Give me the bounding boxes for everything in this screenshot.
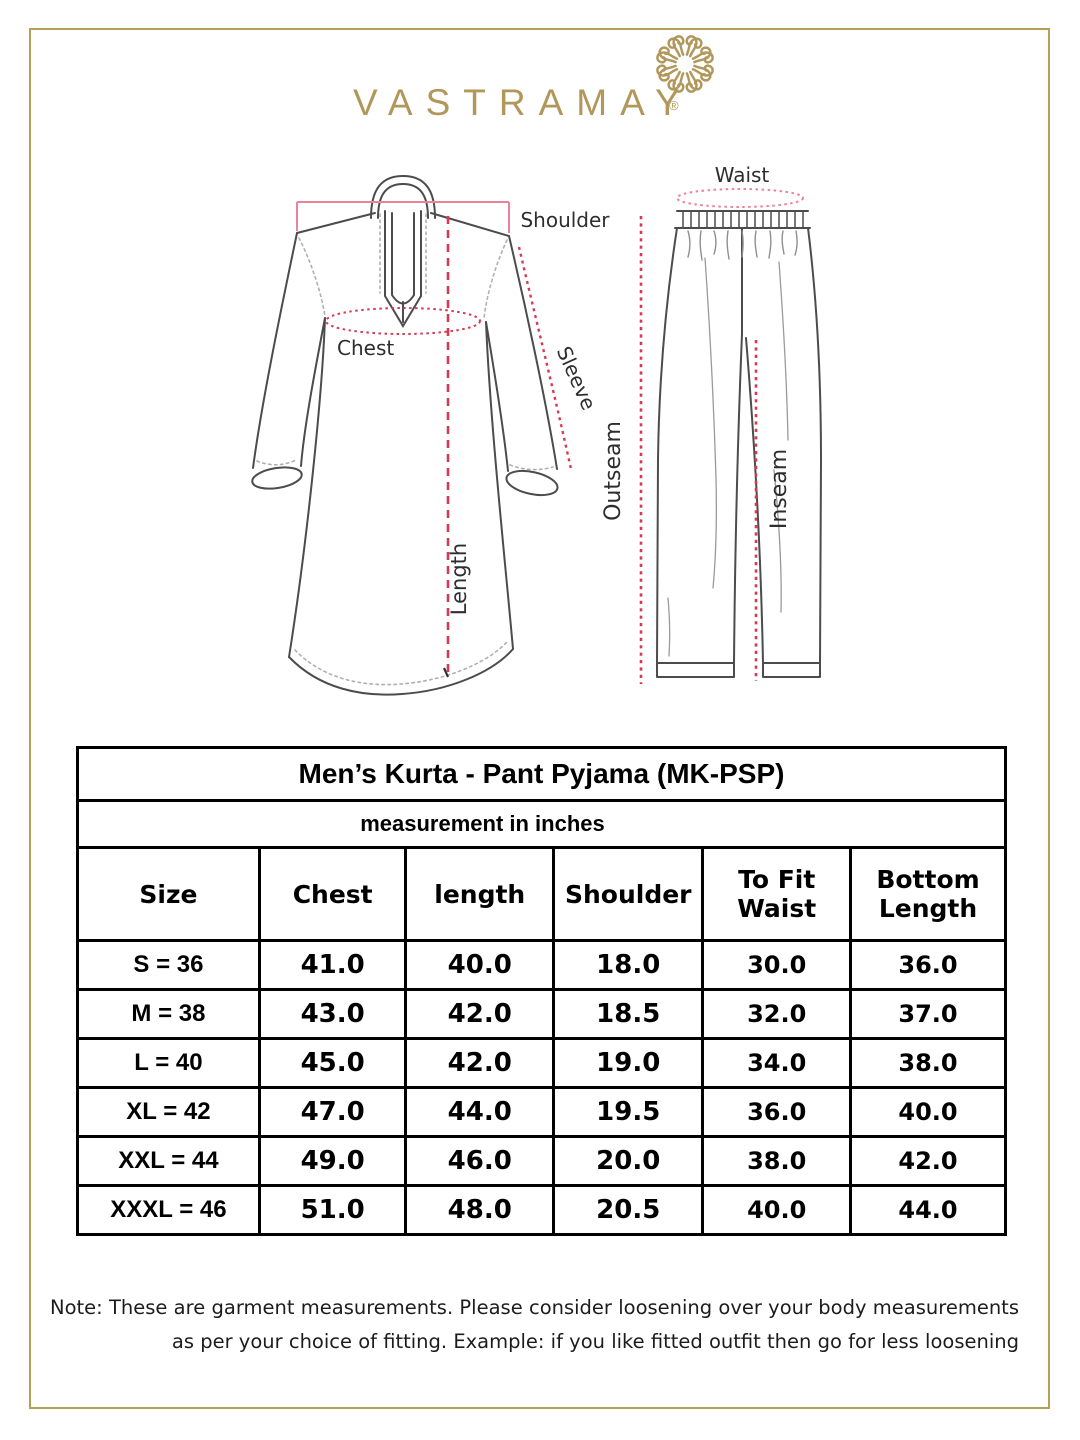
shoulder-value: 20.0 xyxy=(552,1135,705,1187)
pyjama-labels: Waist Outseam Inseam xyxy=(601,163,792,529)
bottom-length-value: 38.0 xyxy=(848,1037,1008,1089)
col-header-length: length xyxy=(404,846,556,942)
table-row-s: S = 36 41.0 40.0 18.0 30.0 36.0 xyxy=(76,939,1008,991)
pyjama-drawing xyxy=(656,210,823,678)
brand-logo-text: VASTRAMAY xyxy=(353,82,693,123)
bottom-length-value: 40.0 xyxy=(848,1086,1008,1138)
to-fit-waist-value: 34.0 xyxy=(701,1037,852,1089)
to-fit-waist-value: 36.0 xyxy=(701,1086,852,1138)
chest-label: Chest xyxy=(337,336,394,360)
chest-value: 47.0 xyxy=(257,1086,408,1138)
chart-subtitle: measurement in inches xyxy=(360,811,605,836)
kurta-labels: Shoulder Chest Sleeve Length xyxy=(337,208,610,615)
pyjama-wrinkle-lines xyxy=(667,257,789,657)
pyjama-gather-lines xyxy=(687,230,798,261)
shoulder-value: 18.5 xyxy=(552,988,705,1040)
garment-measurement-note: Note: These are garment measurements. Pl… xyxy=(50,1296,1019,1354)
col-header-chest: Chest xyxy=(257,846,408,942)
chest-value: 43.0 xyxy=(257,988,408,1040)
note-line-1: Note: These are garment measurements. Pl… xyxy=(50,1296,1019,1319)
kurta-drawing xyxy=(251,174,559,696)
bottom-length-value: 44.0 xyxy=(848,1184,1008,1236)
to-fit-waist-value: 40.0 xyxy=(701,1184,852,1236)
shoulder-value: 18.0 xyxy=(552,939,705,991)
garment-measurement-diagram: Shoulder Chest Sleeve Length Waist xyxy=(251,163,823,696)
to-fit-waist-value: 32.0 xyxy=(701,988,852,1040)
bottom-length-value: 36.0 xyxy=(848,939,1008,991)
kurta-stitch-dotted-lines xyxy=(256,213,554,686)
size-value: XXL = 44 xyxy=(76,1135,261,1187)
header-row: Size Chest length Shoulder To Fit Waist … xyxy=(76,846,1008,942)
to-fit-waist-value: 38.0 xyxy=(701,1135,852,1187)
registered-trademark-symbol: ® xyxy=(669,98,679,113)
table-row-l: L = 40 45.0 42.0 19.0 34.0 38.0 xyxy=(76,1037,1008,1089)
col-header-bottom-length: Bottom Length xyxy=(848,846,1008,942)
chart-title: Men’s Kurta - Pant Pyjama (MK-PSP) xyxy=(76,746,1007,802)
kurta-measure-lines xyxy=(296,201,573,678)
length-label: Length xyxy=(447,543,471,615)
size-chart-table-wrap: Men’s Kurta - Pant Pyjama (MK-PSP) measu… xyxy=(76,746,1008,1236)
chest-value: 45.0 xyxy=(257,1037,408,1089)
table-row-xl: XL = 42 47.0 44.0 19.5 36.0 40.0 xyxy=(76,1086,1008,1138)
table-row-xxxl: XXXL = 46 51.0 48.0 20.5 40.0 44.0 xyxy=(76,1184,1008,1236)
col-header-shoulder: Shoulder xyxy=(552,846,705,942)
table-row-m: M = 38 43.0 42.0 18.5 32.0 37.0 xyxy=(76,988,1008,1040)
col-header-to-fit-waist: To Fit Waist xyxy=(701,846,852,942)
size-chart-table: Men’s Kurta - Pant Pyjama (MK-PSP) measu… xyxy=(76,746,1008,1236)
outseam-label: Outseam xyxy=(601,421,626,521)
shoulder-value: 19.0 xyxy=(552,1037,705,1089)
chest-value: 41.0 xyxy=(257,939,408,991)
waist-label: Waist xyxy=(715,163,770,187)
length-value: 46.0 xyxy=(404,1135,556,1187)
to-fit-waist-value: 30.0 xyxy=(701,939,852,991)
shoulder-value: 20.5 xyxy=(552,1184,705,1236)
length-value: 44.0 xyxy=(404,1086,556,1138)
shoulder-label: Shoulder xyxy=(520,208,610,232)
inseam-label: Inseam xyxy=(767,449,792,529)
brand-ornament-icon xyxy=(654,34,716,94)
size-value: XL = 42 xyxy=(76,1086,261,1138)
col-header-size: Size xyxy=(76,846,261,942)
length-value: 42.0 xyxy=(404,988,556,1040)
size-value: XXXL = 46 xyxy=(76,1184,261,1236)
pyjama-measure-lines xyxy=(639,188,804,684)
size-value: L = 40 xyxy=(76,1037,261,1089)
chest-value: 49.0 xyxy=(257,1135,408,1187)
length-value: 42.0 xyxy=(404,1037,556,1089)
table-row-xxl: XXL = 44 49.0 46.0 20.0 38.0 42.0 xyxy=(76,1135,1008,1187)
note-line-2: as per your choice of fitting. Example: … xyxy=(171,1330,1019,1354)
length-value: 48.0 xyxy=(404,1184,556,1236)
chest-value: 51.0 xyxy=(257,1184,408,1236)
bottom-length-value: 37.0 xyxy=(848,988,1008,1040)
chart-subtitle-cell: measurement in inches xyxy=(76,799,1007,849)
size-value: M = 38 xyxy=(76,988,261,1040)
length-value: 40.0 xyxy=(404,939,556,991)
bottom-length-value: 42.0 xyxy=(848,1135,1008,1187)
sleeve-label: Sleeve xyxy=(552,343,601,414)
shoulder-value: 19.5 xyxy=(552,1086,705,1138)
size-value: S = 36 xyxy=(76,939,261,991)
